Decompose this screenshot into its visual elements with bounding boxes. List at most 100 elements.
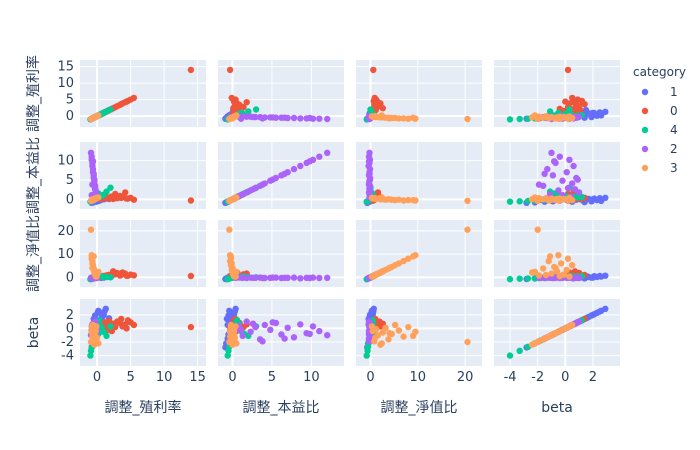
point-series-3 bbox=[564, 255, 572, 262]
y-tick-label: 10 bbox=[57, 76, 74, 91]
point-series-0 bbox=[187, 323, 195, 331]
x-tick-label: 5 bbox=[268, 370, 276, 385]
point-series-4 bbox=[566, 106, 573, 113]
point-series-0 bbox=[370, 66, 377, 74]
point-series-4 bbox=[87, 352, 94, 359]
point-series-3 bbox=[229, 330, 236, 337]
point-series-2 bbox=[281, 114, 288, 121]
point-series-4 bbox=[367, 106, 374, 113]
point-series-2 bbox=[548, 149, 555, 156]
point-series-2 bbox=[89, 181, 96, 188]
point-series-3 bbox=[233, 340, 240, 347]
point-series-4 bbox=[363, 352, 370, 359]
point-series-4 bbox=[107, 106, 114, 113]
point-series-3 bbox=[378, 340, 385, 347]
point-series-4 bbox=[107, 184, 114, 191]
point-series-3 bbox=[548, 270, 555, 277]
point-series-3 bbox=[90, 253, 97, 260]
y-tick-label: 0 bbox=[66, 270, 74, 285]
point-series-1 bbox=[589, 274, 597, 281]
point-series-1 bbox=[602, 108, 609, 116]
point-series-4 bbox=[506, 198, 514, 205]
point-series-3 bbox=[566, 273, 573, 280]
y-axis-title: 調整_淨值比 bbox=[26, 215, 42, 292]
point-series-3 bbox=[229, 115, 236, 122]
x-tick-label: 20 bbox=[457, 370, 474, 385]
point-series-4 bbox=[103, 188, 110, 195]
point-series-2 bbox=[261, 321, 268, 329]
point-series-2 bbox=[290, 274, 298, 281]
point-series-1 bbox=[598, 307, 605, 314]
point-series-3 bbox=[378, 268, 385, 275]
point-series-2 bbox=[297, 321, 304, 328]
x-tick-label: 0 bbox=[561, 370, 569, 385]
point-series-3 bbox=[464, 226, 471, 233]
y-tick-label: 2 bbox=[66, 308, 74, 323]
legend-label: 0 bbox=[670, 104, 678, 118]
point-series-4 bbox=[516, 115, 523, 123]
point-series-2 bbox=[316, 115, 323, 122]
point-series-3 bbox=[546, 332, 554, 340]
point-series-3 bbox=[226, 226, 233, 233]
point-series-4 bbox=[546, 108, 554, 115]
point-series-3 bbox=[409, 253, 417, 260]
point-series-0 bbox=[123, 272, 130, 279]
point-series-1 bbox=[589, 196, 597, 203]
point-series-2 bbox=[366, 170, 373, 177]
point-series-4 bbox=[516, 347, 523, 354]
point-series-0 bbox=[230, 98, 238, 105]
x-tick-label: 10 bbox=[156, 370, 173, 385]
y-tick-label: 0 bbox=[66, 321, 74, 336]
point-series-2 bbox=[297, 162, 304, 170]
point-series-3 bbox=[552, 196, 559, 203]
point-series-1 bbox=[589, 109, 597, 117]
point-series-3 bbox=[566, 194, 573, 201]
legend-label: 1 bbox=[670, 85, 678, 99]
point-series-3 bbox=[93, 323, 100, 330]
point-series-0 bbox=[564, 66, 572, 74]
point-series-3 bbox=[552, 264, 559, 272]
point-series-2 bbox=[366, 186, 373, 193]
point-series-0 bbox=[240, 104, 247, 111]
point-series-3 bbox=[372, 195, 379, 202]
point-series-3 bbox=[531, 112, 539, 119]
legend: category 1 0 4 2 3 bbox=[633, 65, 686, 175]
point-series-2 bbox=[566, 156, 573, 163]
point-series-4 bbox=[516, 198, 523, 205]
point-series-3 bbox=[372, 271, 379, 279]
point-series-0 bbox=[118, 194, 125, 201]
x-axis-title: 調整_本益比 bbox=[243, 400, 320, 416]
x-tick-label: -4 bbox=[504, 370, 517, 385]
point-series-4 bbox=[524, 275, 532, 282]
point-series-2 bbox=[290, 114, 298, 122]
point-series-2 bbox=[249, 274, 257, 281]
point-series-2 bbox=[559, 177, 566, 184]
legend-label: 4 bbox=[670, 123, 678, 137]
point-series-2 bbox=[239, 332, 246, 340]
point-series-3 bbox=[540, 265, 547, 272]
point-series-3 bbox=[409, 332, 417, 340]
point-series-3 bbox=[368, 323, 376, 330]
point-series-2 bbox=[551, 158, 558, 165]
point-series-3 bbox=[95, 340, 102, 347]
point-series-0 bbox=[118, 271, 125, 279]
point-series-2 bbox=[281, 335, 288, 342]
point-series-0 bbox=[123, 325, 130, 332]
point-series-2 bbox=[269, 176, 276, 183]
point-series-3 bbox=[534, 226, 541, 233]
point-series-3 bbox=[552, 330, 559, 337]
point-series-3 bbox=[556, 273, 563, 280]
x-axis-title: 調整_淨值比 bbox=[381, 400, 458, 416]
point-series-2 bbox=[306, 330, 313, 338]
point-series-2 bbox=[237, 115, 245, 122]
point-series-2 bbox=[556, 153, 563, 160]
point-series-3 bbox=[531, 194, 539, 201]
point-series-4 bbox=[103, 332, 110, 340]
point-series-1 bbox=[100, 311, 108, 319]
point-series-2 bbox=[89, 158, 97, 165]
point-series-3 bbox=[89, 330, 96, 337]
y-axis-title: beta bbox=[26, 317, 42, 349]
point-series-2 bbox=[571, 274, 579, 281]
x-tick-label: 0 bbox=[366, 370, 374, 385]
point-series-2 bbox=[365, 338, 373, 345]
